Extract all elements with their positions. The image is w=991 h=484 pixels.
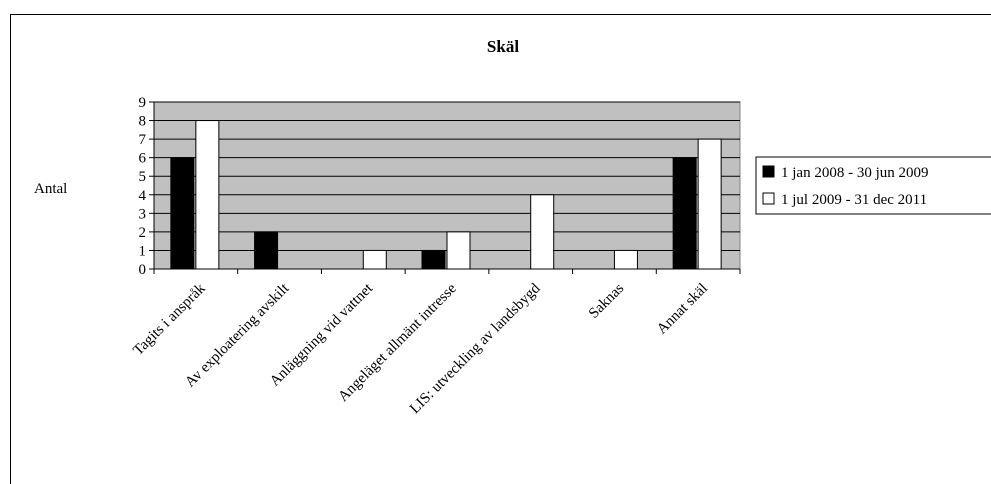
y-tick-label: 4 bbox=[139, 188, 147, 204]
x-tick-label: Tagits i anspråk bbox=[130, 280, 209, 359]
bar-series-1-3 bbox=[421, 249, 446, 270]
bar-series-2-0 bbox=[195, 120, 220, 270]
bar-series-2-3 bbox=[446, 231, 471, 270]
bar-series-1-0 bbox=[170, 157, 195, 270]
bar-series-2-5 bbox=[613, 249, 638, 270]
x-tick-label: Annat skäl bbox=[654, 281, 711, 338]
y-tick-label: 9 bbox=[139, 95, 147, 111]
y-axis-label: Antal bbox=[34, 181, 67, 197]
legend-swatch-1 bbox=[762, 165, 775, 178]
legend-swatch-2 bbox=[762, 192, 775, 205]
y-tick-label: 0 bbox=[139, 262, 147, 278]
y-tick-label: 3 bbox=[139, 206, 147, 222]
legend-label-1: 1 jan 2008 - 30 jun 2009 bbox=[781, 165, 929, 181]
legend-label-2: 1 jul 2009 - 31 dec 2011 bbox=[781, 192, 927, 208]
legend-box bbox=[755, 156, 991, 215]
y-tick-label: 1 bbox=[139, 243, 147, 259]
bar-series-1-6 bbox=[672, 157, 697, 270]
chart-title: Skäl bbox=[487, 37, 519, 56]
y-tick-label: 5 bbox=[139, 169, 147, 185]
x-tick-label: Saknas bbox=[586, 280, 627, 321]
bar-series-2-6 bbox=[697, 138, 722, 270]
legend: 1 jan 2008 - 30 jun 2009 1 jul 2009 - 31 … bbox=[755, 156, 991, 215]
bar-series-1-1 bbox=[254, 231, 279, 270]
bar-series-2-2 bbox=[362, 249, 387, 270]
y-tick-label: 8 bbox=[139, 114, 147, 130]
y-tick-label: 2 bbox=[139, 225, 147, 241]
y-tick-label: 7 bbox=[139, 132, 147, 148]
y-tick-label: 6 bbox=[139, 151, 147, 167]
bar-series-2-4 bbox=[530, 194, 555, 270]
chart-frame bbox=[10, 14, 991, 484]
